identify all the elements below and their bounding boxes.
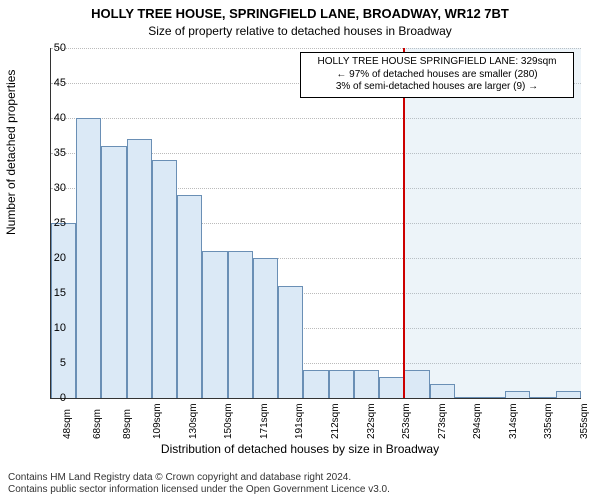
- y-tick: 40: [36, 112, 66, 124]
- bar: [127, 139, 152, 398]
- bar: [228, 251, 253, 398]
- bar: [101, 146, 126, 398]
- bar: [430, 384, 455, 398]
- annotation-line: ← 97% of detached houses are smaller (28…: [306, 69, 568, 82]
- bar: [379, 377, 404, 398]
- bar: [556, 391, 581, 398]
- y-tick: 50: [36, 42, 66, 54]
- bar: [505, 391, 530, 398]
- y-tick: 45: [36, 77, 66, 89]
- x-tick: 355sqm: [579, 403, 600, 439]
- bar: [480, 397, 505, 398]
- annotation-line: 3% of semi-detached houses are larger (9…: [306, 81, 568, 94]
- bar: [177, 195, 202, 398]
- histogram-chart: HOLLY TREE HOUSE, SPRINGFIELD LANE, BROA…: [0, 0, 600, 500]
- bar: [278, 286, 303, 398]
- chart-subtitle: Size of property relative to detached ho…: [0, 24, 600, 38]
- y-axis-label: Number of detached properties: [4, 70, 18, 235]
- annotation-box: HOLLY TREE HOUSE SPRINGFIELD LANE: 329sq…: [300, 52, 574, 98]
- bar: [530, 397, 555, 398]
- y-tick: 20: [36, 252, 66, 264]
- bar: [455, 397, 480, 398]
- marker-line: [403, 48, 405, 398]
- bar: [76, 118, 101, 398]
- bar: [202, 251, 227, 398]
- attribution-line-1: Contains HM Land Registry data © Crown c…: [8, 472, 390, 484]
- plot-area: [50, 48, 581, 399]
- bar: [303, 370, 328, 398]
- bar: [329, 370, 354, 398]
- bar: [354, 370, 379, 398]
- y-tick: 5: [36, 357, 66, 369]
- annotation-line: HOLLY TREE HOUSE SPRINGFIELD LANE: 329sq…: [306, 56, 568, 69]
- attribution: Contains HM Land Registry data © Crown c…: [8, 472, 390, 496]
- bar: [152, 160, 177, 398]
- y-tick: 10: [36, 322, 66, 334]
- bar: [404, 370, 429, 398]
- bar: [51, 223, 76, 398]
- bar: [253, 258, 278, 398]
- y-tick: 25: [36, 217, 66, 229]
- attribution-line-2: Contains public sector information licen…: [8, 484, 390, 496]
- chart-title: HOLLY TREE HOUSE, SPRINGFIELD LANE, BROA…: [0, 6, 600, 21]
- bars-container: [51, 48, 581, 398]
- y-tick: 35: [36, 147, 66, 159]
- y-tick: 30: [36, 182, 66, 194]
- y-tick: 15: [36, 287, 66, 299]
- x-axis-label: Distribution of detached houses by size …: [0, 442, 600, 456]
